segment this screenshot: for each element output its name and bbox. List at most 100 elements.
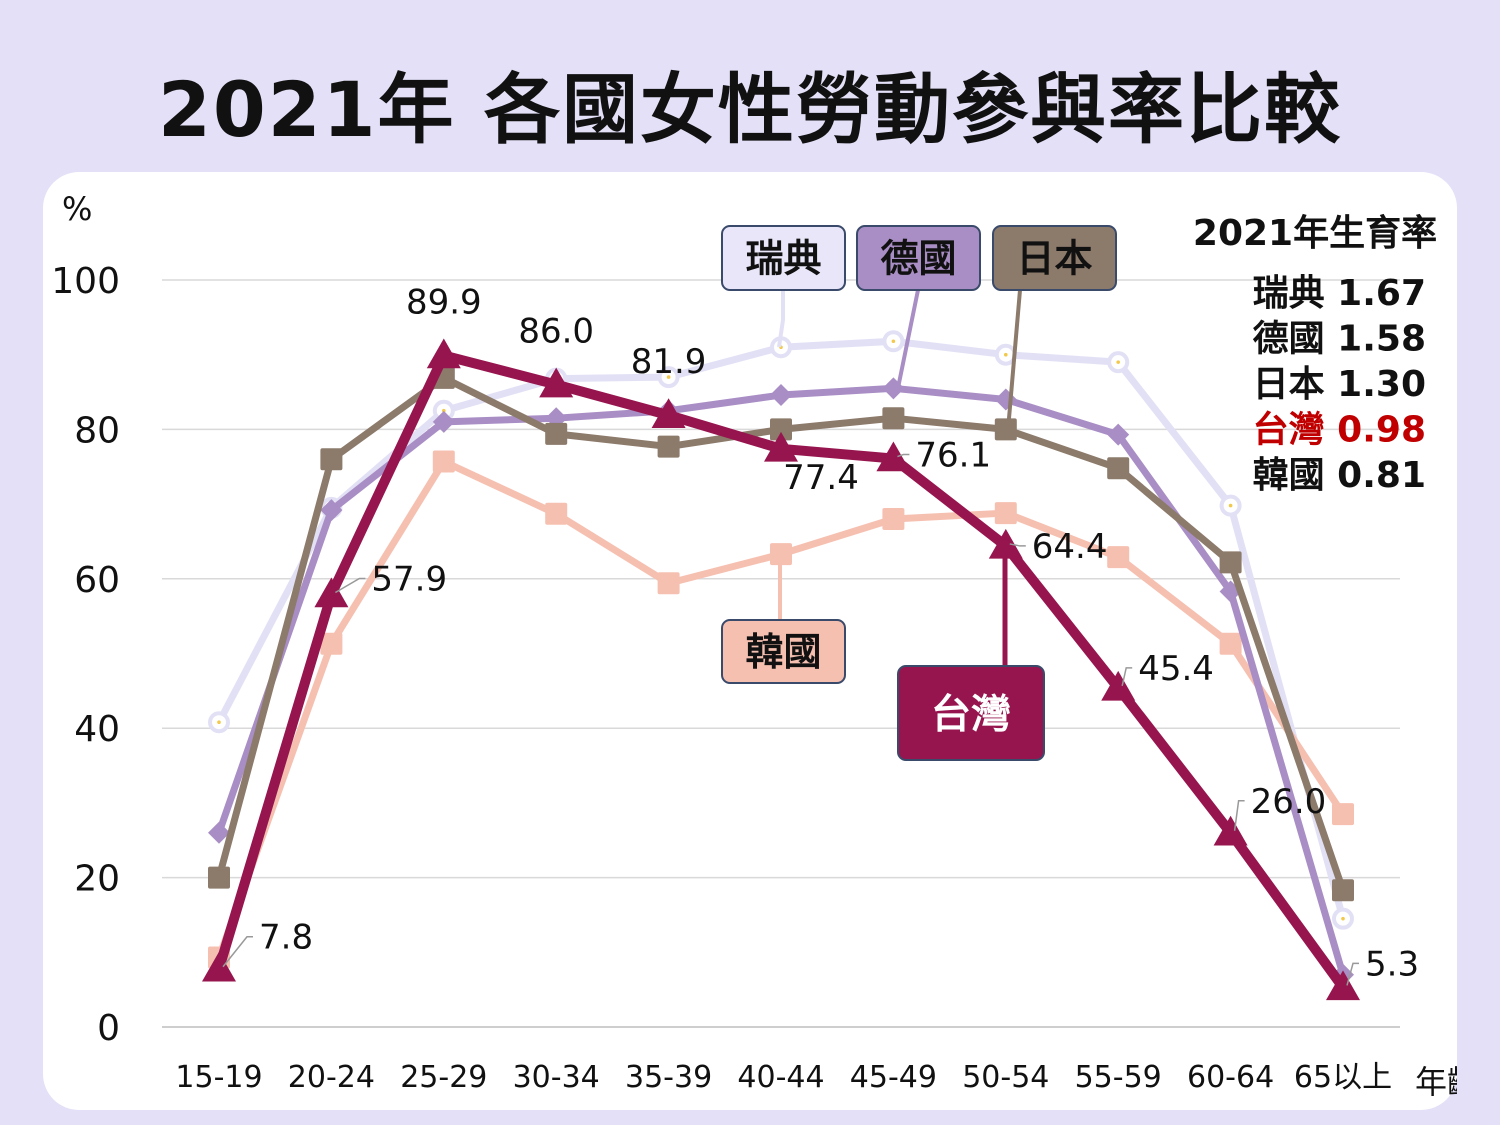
x-tick-label: 35-39 xyxy=(625,1060,712,1095)
callout-label: 日本 xyxy=(1016,237,1092,281)
fertility-country: 台灣 xyxy=(1253,410,1338,451)
fertility-country: 韓國 xyxy=(1253,455,1338,496)
data-point xyxy=(539,367,574,398)
x-axis-label: 年齡 xyxy=(1415,1063,1457,1101)
fertility-row: 韓國 0.81 xyxy=(1253,455,1426,496)
data-point xyxy=(320,632,343,655)
callout-label: 韓國 xyxy=(745,630,821,674)
data-point xyxy=(320,448,343,471)
data-point-dot xyxy=(1004,352,1008,357)
fertility-country: 日本 xyxy=(1253,364,1338,405)
x-tick-label: 50-54 xyxy=(962,1060,1049,1095)
legend-callout-德國: 德國 xyxy=(856,225,981,389)
series-line xyxy=(215,458,1346,959)
data-label: 26.0 xyxy=(1251,782,1327,822)
data-point xyxy=(1219,632,1242,655)
y-tick-label: 80 xyxy=(74,410,120,451)
data-point xyxy=(657,435,680,458)
fertility-value: 1.30 xyxy=(1337,364,1426,405)
callout-label: 台灣 xyxy=(931,691,1011,737)
legend-callout-日本: 日本 xyxy=(992,225,1117,431)
data-point-dot xyxy=(891,339,896,344)
callout-leader xyxy=(896,289,920,389)
data-point-dot xyxy=(217,720,221,725)
x-tick-label: 25-29 xyxy=(400,1060,487,1095)
legend-callout-瑞典: 瑞典 xyxy=(721,225,846,348)
y-tick-label: 60 xyxy=(74,560,120,601)
legend-callout-台灣: 台灣 xyxy=(897,548,1045,761)
callout-box xyxy=(897,665,1045,761)
x-tick-label: 20-24 xyxy=(288,1060,375,1095)
callout-leader xyxy=(778,553,784,620)
data-label-leader xyxy=(335,577,366,594)
fertility-row: 日本 1.30 xyxy=(1253,364,1426,405)
data-label: 57.9 xyxy=(371,559,447,599)
fertility-value: 1.67 xyxy=(1337,273,1426,314)
callout-label: 德國 xyxy=(880,237,956,281)
data-label: 86.0 xyxy=(518,312,594,352)
data-label: 5.3 xyxy=(1365,944,1419,984)
data-point xyxy=(432,410,455,433)
fertility-row: 德國 1.58 xyxy=(1253,319,1426,360)
chart-panel: 0 20 40 60 80 100% 15-19 20-24 25-29 30-34 35-39 40… xyxy=(43,172,1457,1110)
data-label: 77.4 xyxy=(783,458,859,498)
data-point xyxy=(1107,423,1130,446)
data-point-dot xyxy=(666,375,671,379)
fertility-value: 0.98 xyxy=(1337,410,1426,451)
x-tick-label: 60-64 xyxy=(1187,1060,1274,1095)
data-point-dot xyxy=(1228,503,1233,508)
fertility-title: 2021年生育率 xyxy=(1193,213,1437,254)
data-point xyxy=(1107,546,1130,569)
data-point-dot xyxy=(442,408,446,413)
page-title: 2021年 各國女性勞動參與率比較 xyxy=(158,65,1342,154)
data-label-leader xyxy=(222,935,253,968)
data-point xyxy=(1213,815,1248,846)
data-point xyxy=(1332,803,1354,826)
fertility-country: 瑞典 xyxy=(1253,273,1338,314)
callout-box xyxy=(992,225,1117,291)
data-label: 7.8 xyxy=(259,918,313,958)
x-tick-label: 15-19 xyxy=(175,1060,262,1095)
data-label: 76.1 xyxy=(915,436,991,476)
data-point xyxy=(545,502,568,525)
data-point xyxy=(994,418,1017,441)
data-label: 89.9 xyxy=(406,282,482,322)
callout-box xyxy=(856,225,981,291)
data-point xyxy=(320,499,343,522)
data-label-leader xyxy=(1009,543,1026,547)
legend-callout-韓國: 韓國 xyxy=(721,553,846,684)
data-point xyxy=(208,866,230,889)
data-point xyxy=(1101,670,1136,701)
callout-box xyxy=(721,619,846,684)
data-point xyxy=(882,508,905,531)
y-tick-label: 40 xyxy=(74,709,120,750)
callout-leader xyxy=(777,290,785,348)
data-point xyxy=(657,572,680,595)
data-label: 45.4 xyxy=(1138,649,1214,689)
data-point xyxy=(770,418,792,441)
callout-label: 瑞典 xyxy=(745,237,821,281)
fertility-row: 瑞典 1.67 xyxy=(1253,273,1426,314)
callout-leader xyxy=(1006,289,1022,431)
data-point xyxy=(1326,970,1360,1001)
series-德國 xyxy=(208,377,1354,986)
data-point xyxy=(426,338,461,369)
data-label-leader xyxy=(1346,962,1359,986)
data-point-dot xyxy=(1116,360,1120,364)
data-point xyxy=(432,450,455,473)
line-chart: 0 20 40 60 80 100% 15-19 20-24 25-29 30-34 35-39 40… xyxy=(51,190,1457,1101)
x-tick-label: 65以上 xyxy=(1294,1060,1392,1095)
fertility-row: 台灣 0.98 xyxy=(1253,410,1426,451)
data-label-leader xyxy=(1233,800,1245,831)
data-point xyxy=(208,821,230,844)
data-point xyxy=(1107,457,1130,480)
data-point xyxy=(651,398,686,428)
data-point xyxy=(545,422,568,445)
callout-box xyxy=(721,225,846,291)
data-point xyxy=(882,407,905,430)
x-tick-label: 30-34 xyxy=(513,1060,600,1095)
data-point xyxy=(994,502,1017,525)
fertility-value: 1.58 xyxy=(1337,319,1426,360)
y-tick-label: 0 xyxy=(97,1008,120,1049)
data-label: 81.9 xyxy=(631,342,707,382)
